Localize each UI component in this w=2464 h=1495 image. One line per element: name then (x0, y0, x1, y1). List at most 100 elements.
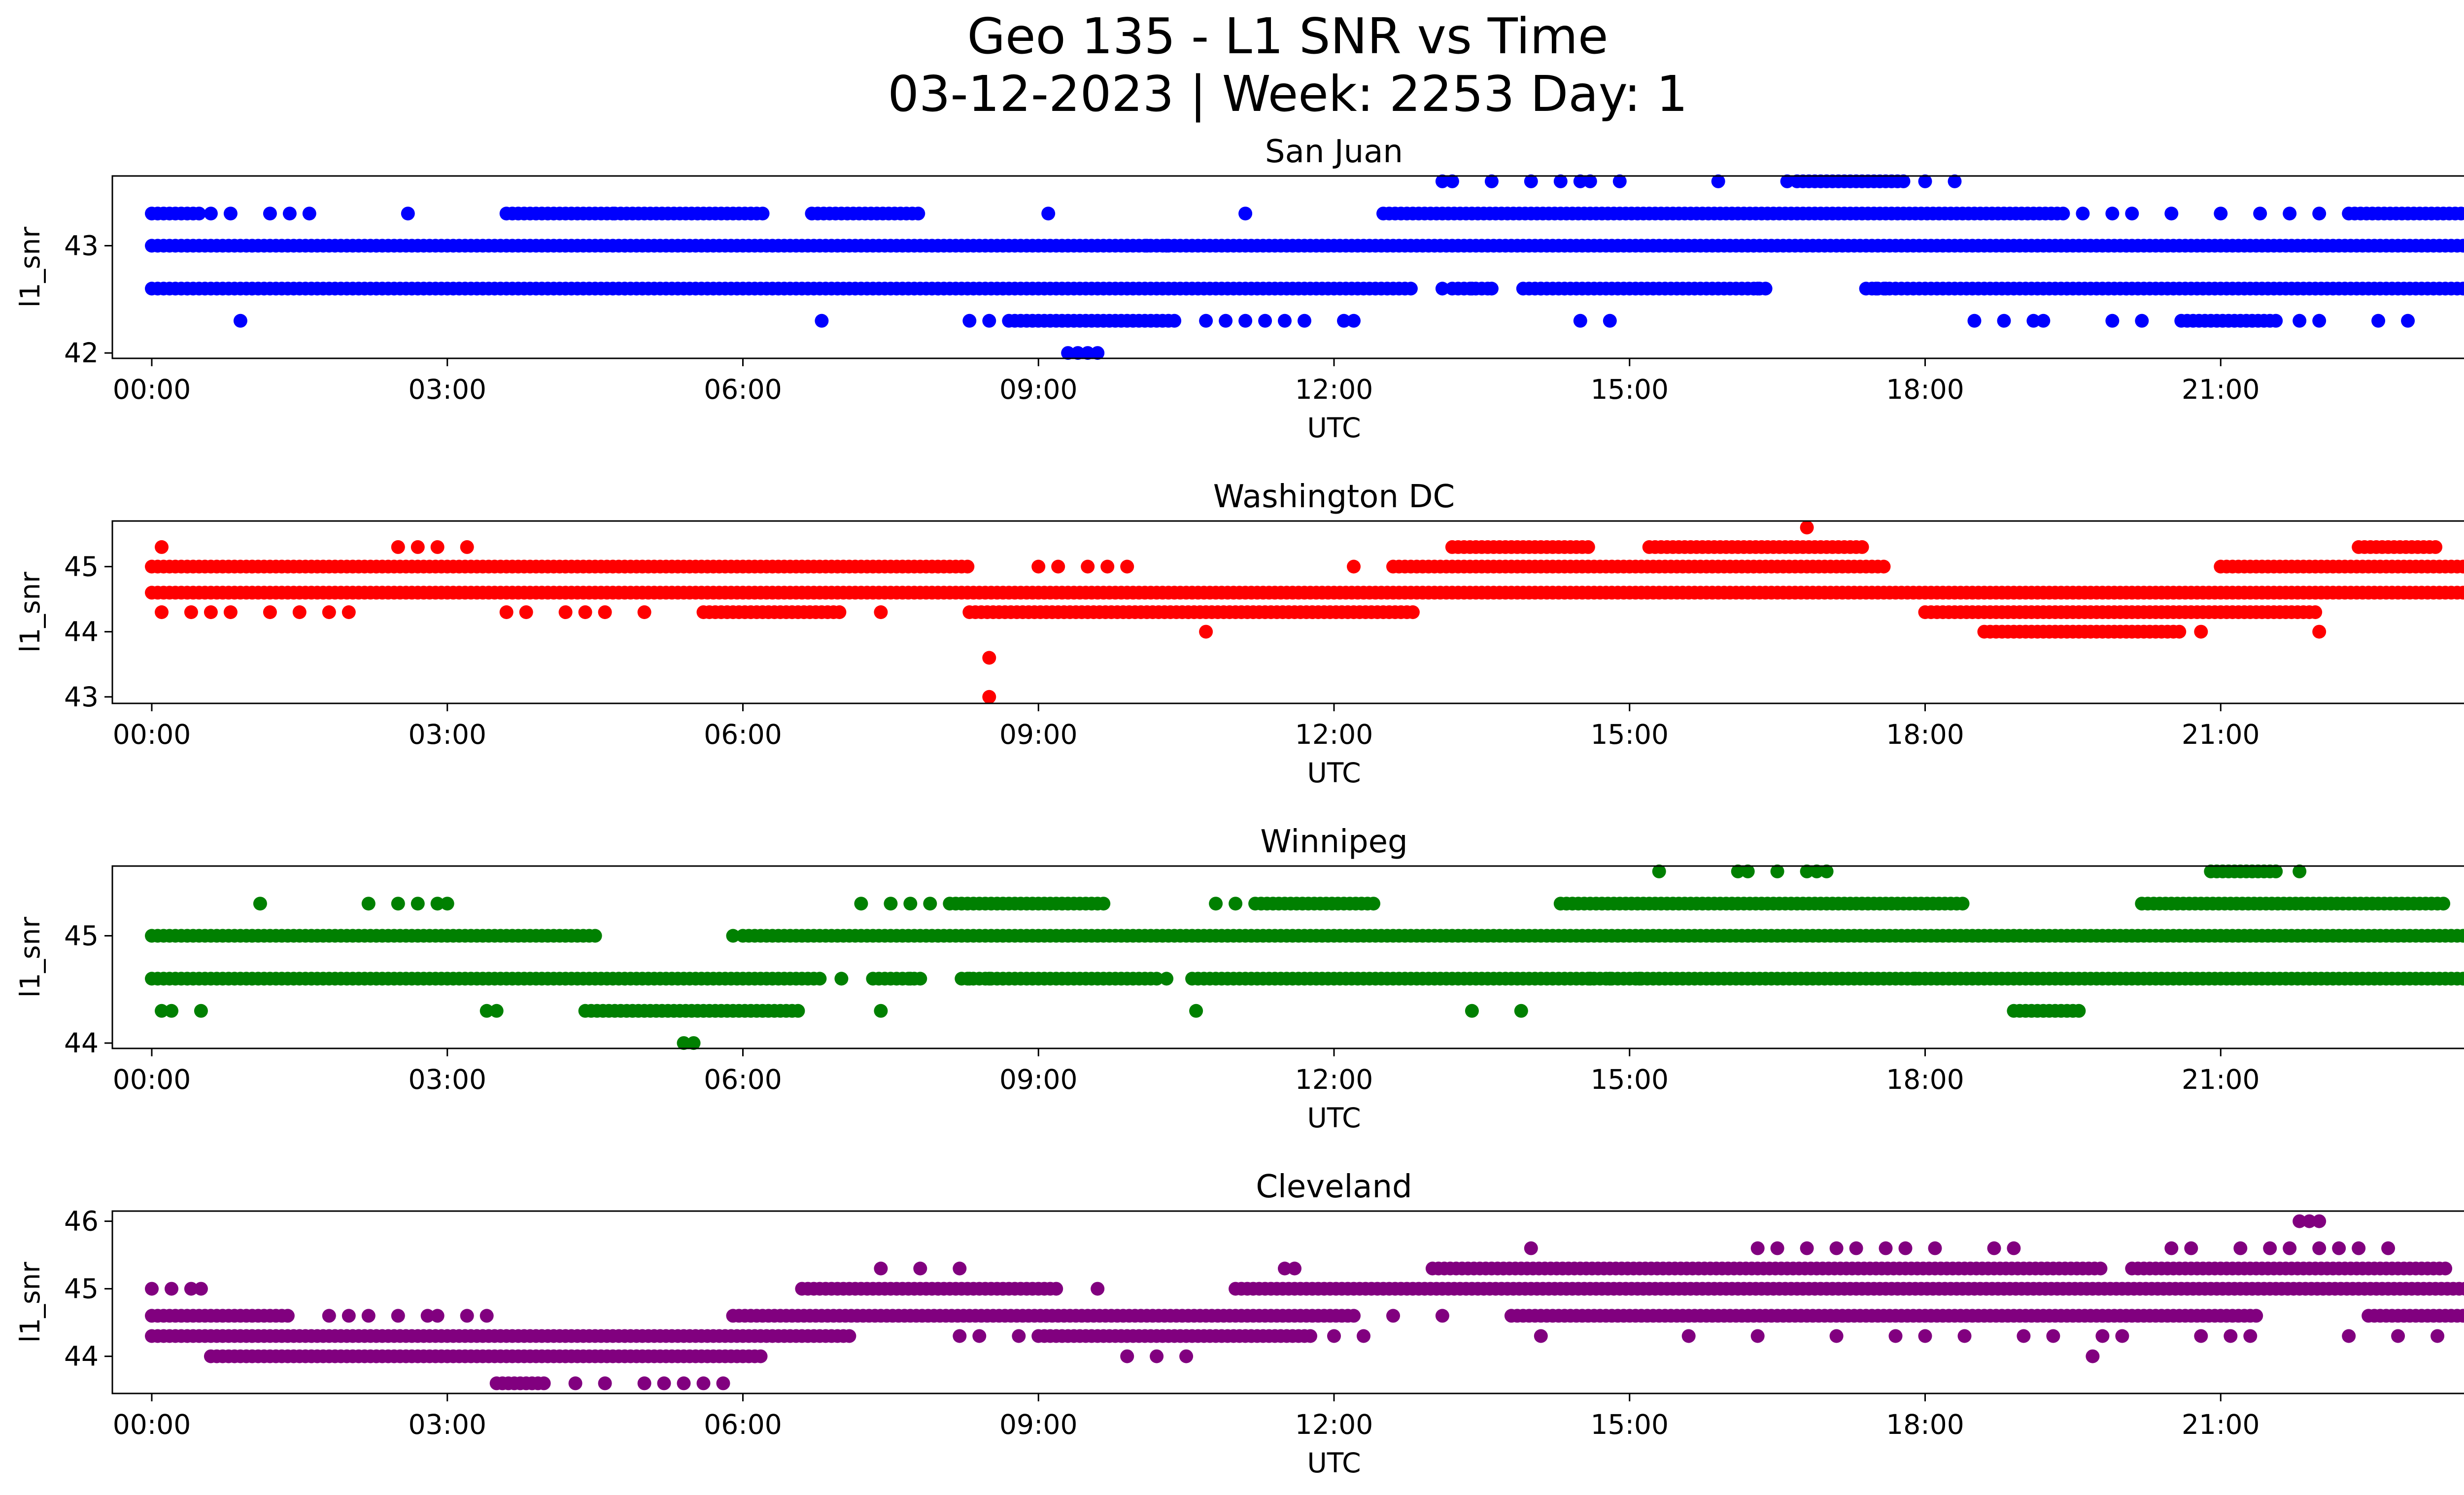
data-point (815, 313, 829, 328)
data-point (1898, 1241, 1913, 1255)
data-point (1681, 1329, 1696, 1343)
data-point (2269, 313, 2283, 328)
data-point (2125, 207, 2139, 221)
data-point (1967, 313, 1982, 328)
data-point (2105, 313, 2120, 328)
data-point (322, 605, 336, 619)
data-point (2438, 1261, 2453, 1276)
x-tick-label: 21:00 (2182, 1409, 2260, 1440)
x-axis-label: UTC (1307, 1447, 1361, 1479)
data-point (1012, 1329, 1026, 1343)
data-point (2293, 864, 2307, 878)
data-point (2056, 207, 2070, 221)
data-point (953, 1329, 967, 1343)
data-point (972, 1329, 987, 1343)
subplot-title: Winnipeg (1260, 824, 1407, 860)
data-point (489, 1004, 504, 1018)
data-point (204, 207, 218, 221)
data-point (2076, 207, 2090, 221)
data-point (2462, 973, 2464, 984)
data-point (1750, 1241, 1765, 1255)
data-point (1465, 1004, 1479, 1018)
data-point (223, 207, 238, 221)
x-tick-label: 18:00 (1886, 374, 1964, 405)
data-point (2293, 313, 2307, 328)
data-point (1150, 972, 1164, 986)
data-point (1908, 972, 1922, 986)
data-point (2164, 1241, 2179, 1255)
data-point (903, 972, 918, 986)
data-point (1209, 897, 1223, 911)
data-point (2332, 1241, 2346, 1255)
data-point (1160, 972, 1174, 986)
axes-frame (111, 865, 2464, 1049)
data-point (2007, 1241, 2021, 1255)
data-point (598, 605, 612, 619)
data-point (361, 897, 376, 911)
data-point (1278, 1261, 1292, 1276)
data-point (1081, 346, 1095, 360)
data-point (280, 1309, 295, 1323)
data-point (598, 1376, 612, 1391)
data-point (2460, 207, 2464, 220)
data-point (342, 605, 356, 619)
data-point (2093, 1261, 2108, 1276)
data-point (430, 897, 445, 911)
y-tick-label: 44 (64, 616, 99, 648)
x-tick-label: 09:00 (999, 1409, 1078, 1440)
data-point (1711, 174, 1725, 188)
data-point (253, 897, 267, 911)
data-point (1770, 1241, 1784, 1255)
data-point (2456, 929, 2464, 943)
data-point (1189, 1004, 1203, 1018)
data-point (263, 605, 277, 619)
data-point (1879, 1241, 1893, 1255)
subplot-winnipeg: Winnipeg 00:00 03:00 06:00 09:00 12:00 15:00 18… (14, 824, 2464, 1134)
data-point (479, 1309, 494, 1323)
data-point (263, 207, 277, 221)
data-point (2456, 281, 2464, 296)
x-tick-label: 06:00 (704, 1409, 782, 1440)
data-point (874, 1261, 888, 1276)
data-point (479, 1004, 494, 1018)
figure-title: Geo 135 - L1 SNR vs Time (967, 7, 1608, 65)
data-point (1849, 1241, 1863, 1255)
data-point (2194, 1329, 2208, 1343)
data-point (2214, 207, 2228, 221)
data-point (1603, 972, 1617, 986)
data-point (1465, 281, 1479, 296)
x-tick-label: 03:00 (408, 1064, 486, 1095)
data-point (1357, 1329, 1370, 1343)
data-point (903, 897, 918, 911)
data-point (1219, 313, 1233, 328)
data-point (1337, 313, 1351, 328)
subplot-title: Cleveland (1256, 1169, 1412, 1205)
data-point (578, 605, 592, 619)
data-point (361, 1309, 376, 1323)
data-point (2401, 313, 2415, 328)
data-point (292, 605, 307, 619)
data-point (1918, 1329, 1932, 1343)
subplot-panels: San Juan 00:00 03:00 06:00 09:00 12:00 15:00 18… (14, 134, 2464, 1479)
x-axis-label: UTC (1307, 412, 1361, 444)
data-point (1573, 313, 1587, 328)
data-point (282, 207, 297, 221)
data-point (155, 1004, 169, 1018)
data-point (1258, 313, 1272, 328)
data-point (1091, 1282, 1105, 1296)
data-point (2462, 283, 2464, 294)
data-point (1869, 281, 1883, 296)
data-point (519, 605, 533, 619)
data-point (982, 313, 996, 328)
x-tick-label: 12:00 (1295, 374, 1373, 405)
data-point (430, 1309, 445, 1323)
data-point (982, 690, 996, 704)
data-point (1081, 559, 1095, 574)
y-axis-label: l1_snr (14, 572, 46, 653)
data-point (1049, 1282, 1063, 1296)
axes-frame (111, 1210, 2464, 1394)
data-point (960, 559, 975, 574)
data-point (832, 605, 847, 619)
data-point (192, 207, 206, 221)
data-point (1484, 281, 1499, 296)
